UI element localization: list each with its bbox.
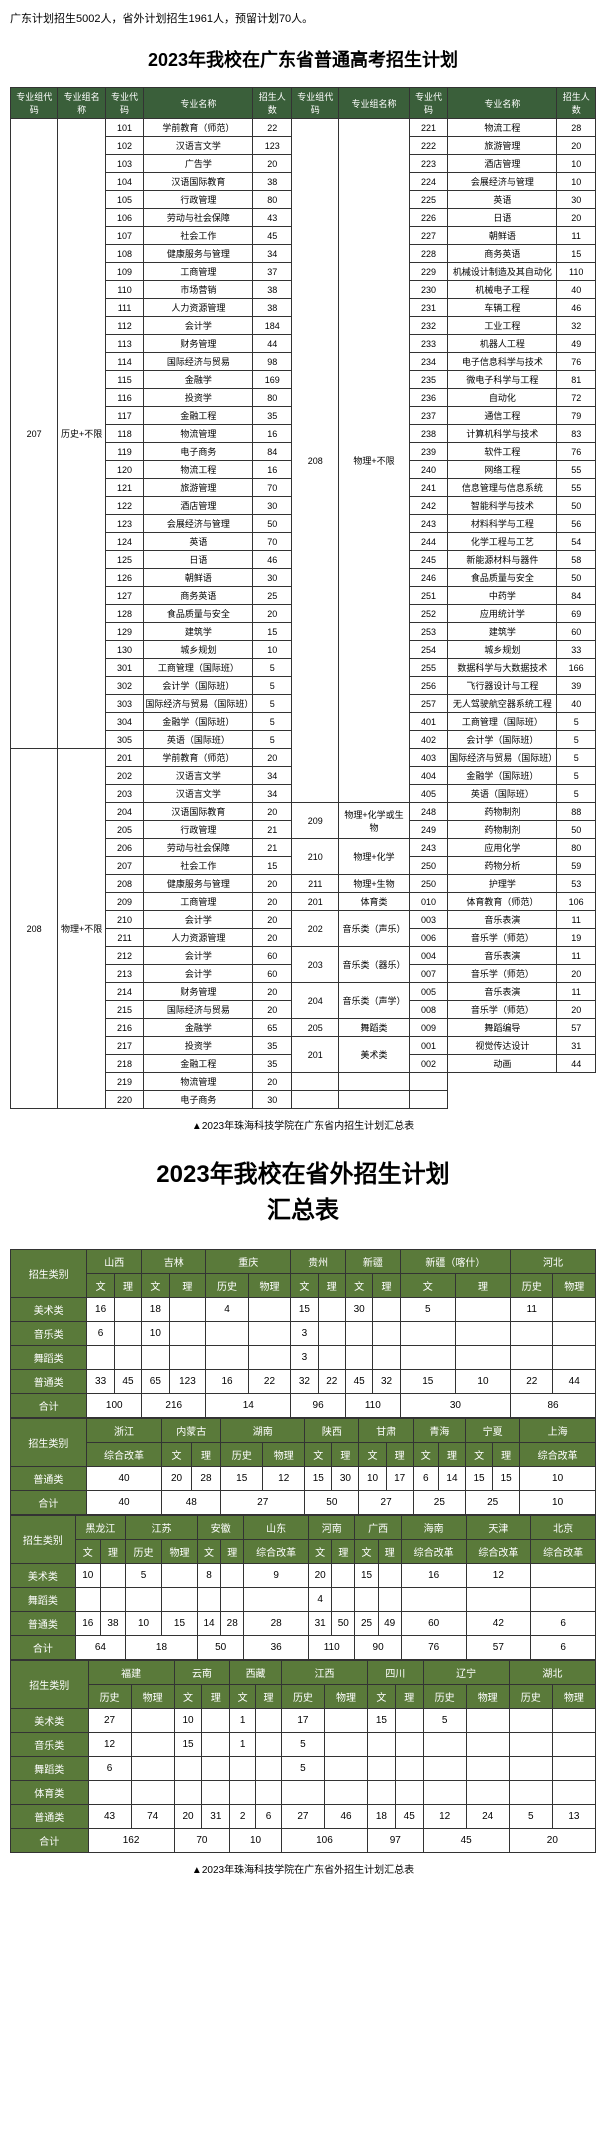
province-block: 招生类别山西吉林重庆贵州新疆新疆（喀什）河北文理文理历史物理文理文理文理历史物理… <box>10 1249 596 1418</box>
col-header: 专业名称 <box>448 88 557 119</box>
col-header: 招生人数 <box>253 88 292 119</box>
caption-2: ▲2023年珠海科技学院在广东省外招生计划汇总表 <box>10 1861 596 1876</box>
col-header: 专业名称 <box>144 88 253 119</box>
col-header: 专业组名称 <box>339 88 409 119</box>
table-row: 美术类161841530511 <box>11 1298 596 1322</box>
guangdong-table: 专业组代码专业组名称专业代码专业名称招生人数专业组代码专业组名称专业代码专业名称… <box>10 87 596 1109</box>
table-row: 美术类1058920151612 <box>11 1564 596 1588</box>
col-header: 招生人数 <box>557 88 596 119</box>
table-row: 合计641850361109076576 <box>11 1636 596 1660</box>
province-block: 招生类别浙江内蒙古湖南陕西甘肃青海宁夏上海综合改革文理历史物理文理文理文理文理综… <box>10 1418 596 1515</box>
title-2: 2023年我校在省外招生计划汇总表 <box>10 1157 596 1229</box>
province-block: 招生类别福建云南西藏江西四川辽宁湖北历史物理文理文理历史物理文理历史物理历史物理… <box>10 1660 596 1853</box>
table-row: 普通类402028151215301017614151510 <box>11 1467 596 1491</box>
col-header: 专业组名称 <box>58 88 105 119</box>
province-block: 招生类别黑龙江江苏安徽山东河南广西海南天津北京文理历史物理文理综合改革文理文理综… <box>10 1515 596 1660</box>
table-row: 207历史+不限101学前教育（师范）22208物理+不限221物流工程28 <box>11 119 596 137</box>
table-row: 普通类4374203126274618451224513 <box>11 1805 596 1829</box>
table-row: 舞蹈类3 <box>11 1346 596 1370</box>
caption-1: ▲2023年珠海科技学院在广东省内招生计划汇总表 <box>10 1117 596 1132</box>
table-row: 合计10021614961103086 <box>11 1394 596 1418</box>
table-row: 音乐类6103 <box>11 1322 596 1346</box>
col-header: 专业代码 <box>105 88 144 119</box>
col-header: 专业代码 <box>409 88 448 119</box>
intro-text: 广东计划招生5002人，省外计划招生1961人，预留计划70人。 <box>10 10 596 26</box>
col-header: 专业组代码 <box>292 88 339 119</box>
col-header: 专业组代码 <box>11 88 58 119</box>
table-row: 舞蹈类65 <box>11 1757 596 1781</box>
table-row: 普通类33456512316223222453215102244 <box>11 1370 596 1394</box>
title-1: 2023年我校在广东省普通高考招生计划 <box>10 46 596 72</box>
province-tables: 招生类别山西吉林重庆贵州新疆新疆（喀什）河北文理文理历史物理文理文理文理历史物理… <box>10 1249 596 1853</box>
table-row: 普通类163810151428283150254960426 <box>11 1612 596 1636</box>
table-row: 合计4048275027252510 <box>11 1491 596 1515</box>
table-row: 舞蹈类4 <box>11 1588 596 1612</box>
table-row: 合计1627010106974520 <box>11 1829 596 1853</box>
table-row: 美术类2710117155 <box>11 1709 596 1733</box>
table-row: 体育类 <box>11 1781 596 1805</box>
table-row: 音乐类121515 <box>11 1733 596 1757</box>
